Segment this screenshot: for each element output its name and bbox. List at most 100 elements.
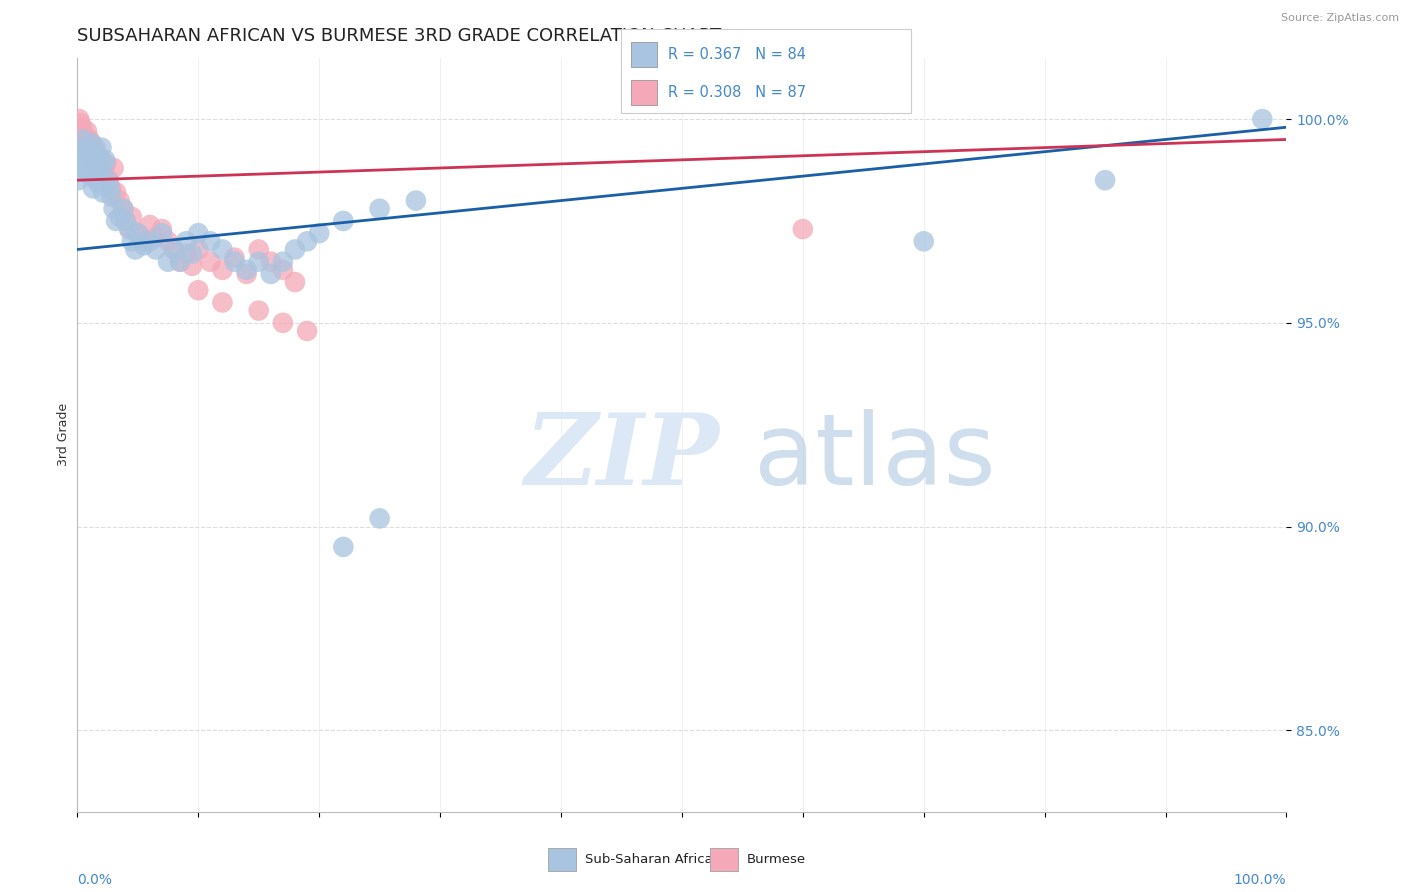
Point [121, 210, 143, 224]
Point [157, 235, 180, 249]
Point [139, 218, 162, 232]
Point [70, 161, 93, 175]
Point [163, 243, 186, 257]
Point [66, 132, 89, 146]
Point [76, 165, 98, 179]
Point [72, 132, 94, 146]
Point [79, 145, 101, 159]
Point [114, 214, 136, 228]
Text: 100.0%: 100.0% [1234, 873, 1286, 887]
Point [271, 263, 294, 277]
Point [84, 140, 107, 154]
Point [67, 173, 90, 187]
Point [94, 153, 117, 167]
Point [181, 259, 204, 273]
Point [211, 243, 233, 257]
Point [108, 194, 131, 208]
Point [792, 222, 814, 236]
Point [69, 128, 91, 143]
Point [284, 275, 307, 289]
Point [103, 202, 125, 216]
Point [75, 140, 97, 154]
Point [118, 222, 141, 236]
Point [70, 145, 93, 159]
Text: ZIP: ZIP [524, 409, 720, 506]
Point [93, 157, 115, 171]
Point [84, 145, 107, 159]
Point [112, 202, 135, 216]
Point [224, 251, 246, 265]
Point [211, 295, 233, 310]
Point [332, 540, 354, 554]
Point [100, 181, 122, 195]
Point [200, 235, 222, 249]
Point [260, 254, 283, 268]
Point [105, 186, 128, 200]
Point [145, 243, 167, 257]
Point [235, 267, 257, 281]
Point [368, 202, 391, 216]
Text: 0.0%: 0.0% [77, 873, 112, 887]
Point [112, 202, 135, 216]
Point [405, 194, 427, 208]
Point [295, 324, 318, 338]
Point [308, 226, 330, 240]
Point [150, 226, 173, 240]
Point [97, 173, 120, 187]
Point [105, 214, 128, 228]
Point [150, 222, 173, 236]
Point [114, 214, 136, 228]
Point [247, 243, 270, 257]
Point [86, 161, 108, 175]
Point [211, 263, 233, 277]
Text: SUBSAHARAN AFRICAN VS BURMESE 3RD GRADE CORRELATION CHART: SUBSAHARAN AFRICAN VS BURMESE 3RD GRADE … [77, 28, 721, 45]
Point [77, 140, 100, 154]
Point [82, 153, 104, 167]
Text: R = 0.367   N = 84: R = 0.367 N = 84 [668, 47, 806, 62]
Point [79, 169, 101, 183]
Point [127, 226, 149, 240]
Point [132, 238, 155, 252]
Point [100, 189, 122, 203]
Point [139, 235, 162, 249]
Point [118, 222, 141, 236]
Point [271, 316, 294, 330]
Point [86, 173, 108, 187]
Point [187, 226, 209, 240]
Point [157, 254, 180, 268]
Point [73, 153, 96, 167]
Point [912, 235, 935, 249]
Point [181, 246, 204, 260]
Point [90, 140, 112, 154]
Point [90, 153, 112, 167]
Y-axis label: 3rd Grade: 3rd Grade [58, 403, 70, 467]
Point [127, 226, 149, 240]
Text: Source: ZipAtlas.com: Source: ZipAtlas.com [1281, 13, 1399, 23]
Point [260, 267, 283, 281]
Point [1094, 173, 1116, 187]
Point [87, 149, 110, 163]
Text: Sub-Saharan Africans: Sub-Saharan Africans [585, 853, 728, 866]
Point [89, 165, 111, 179]
Point [1251, 112, 1274, 127]
Point [96, 173, 118, 187]
Point [96, 157, 118, 171]
Point [295, 235, 318, 249]
Point [169, 254, 191, 268]
Text: atlas: atlas [755, 409, 995, 506]
Point [132, 235, 155, 249]
Point [77, 149, 100, 163]
Point [108, 210, 131, 224]
Point [67, 120, 90, 135]
Point [224, 254, 246, 268]
Point [332, 214, 354, 228]
Point [91, 186, 114, 200]
Point [187, 243, 209, 257]
Point [73, 128, 96, 143]
Text: Burmese: Burmese [747, 853, 806, 866]
Point [87, 153, 110, 167]
Point [124, 243, 146, 257]
Point [70, 120, 93, 135]
Point [247, 303, 270, 318]
Point [69, 116, 91, 130]
